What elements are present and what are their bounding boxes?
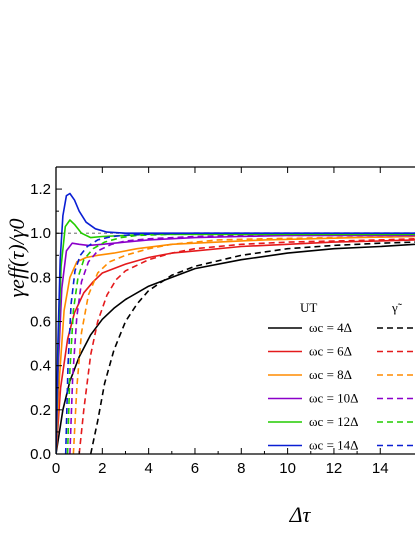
x-tick-label: 10 [279,460,296,477]
legend-entry-label: ωc = 14Δ [309,438,359,453]
x-tick-label: 12 [326,460,343,477]
x-tick-label: 2 [98,460,106,477]
x-tick-label: 8 [237,460,245,477]
series-line-8-dashed [69,234,415,454]
y-tick-label: 0.0 [30,446,51,463]
legend-entry-label: ωc = 4Δ [309,320,352,335]
legend-entry-label: ωc = 12Δ [309,414,359,429]
y-tick-label: 0.8 [30,269,51,286]
y-tick-label: 1.0 [30,225,51,242]
series-line-9-solid [56,219,415,454]
legend-col2-title: γ̃ [391,300,403,315]
y-tick-label: 0.4 [30,358,51,375]
legend: UT γ̃ ωc = 4Δ ωc = 6Δ ωc = 8Δ ωc = 10Δ ωc = … [268,300,415,453]
y-tick-label: 1.2 [30,181,51,198]
series-layer [56,192,415,454]
x-axis-label: Δτ [289,502,312,527]
x-tick-label: 6 [191,460,199,477]
series-line-10-dashed [66,233,415,454]
series-line-4-dashed [78,238,415,454]
series-line-5-solid [56,235,415,454]
y-tick-label: 0.6 [30,314,51,331]
series-line-7-solid [56,234,415,454]
ticks-layer: 0 2 4 6 8 10 12 14 0.0 0.2 0.4 0.6 0.8 1.0 1.2 [30,166,389,477]
legend-entry-label: ωc = 8Δ [309,367,352,382]
x-tick-label: 4 [144,460,152,477]
series-line-12-dashed [64,232,415,454]
legend-col1-title: UT [300,300,317,315]
x-tick-label: 14 [372,460,389,477]
y-axis-label: γeff(τ)/γ0 [4,219,29,298]
series-line-2-dashed [89,241,415,454]
series-line-1-solid [56,243,415,454]
legend-entry-label: ωc = 6Δ [309,344,352,359]
x-tick-label: 0 [52,460,60,477]
axes-layer [55,166,415,455]
y-tick-label: 0.2 [30,402,51,419]
series-line-3-solid [56,239,415,454]
series-line-6-dashed [72,235,415,454]
legend-entry-label: ωc = 10Δ [309,391,359,406]
